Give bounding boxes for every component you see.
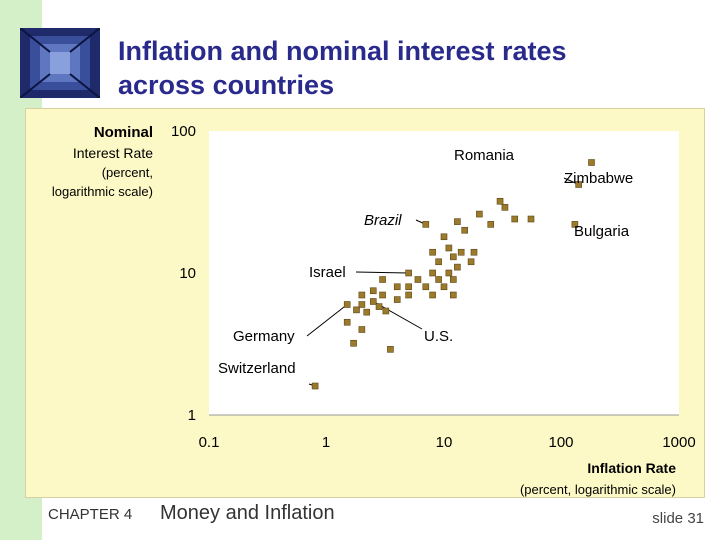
x-tick-label: 10	[436, 434, 453, 451]
annotation-romania: Romania	[454, 147, 515, 164]
x-axis-label-line1: Inflation Rate	[587, 460, 676, 476]
annotation-brazil: Brazil	[364, 212, 402, 229]
data-point	[496, 197, 504, 205]
data-point	[414, 276, 422, 283]
data-point	[445, 269, 453, 277]
data-point	[501, 204, 509, 211]
data-point	[487, 221, 495, 228]
data-point	[588, 159, 595, 166]
annotation-israel: Israel	[309, 264, 346, 281]
slide-title: Inflation and nominal interest rates acr…	[118, 34, 698, 102]
data-point	[454, 218, 461, 225]
data-point	[571, 221, 579, 228]
data-point	[450, 276, 457, 283]
annotation-leader-line	[306, 304, 348, 337]
data-point	[450, 291, 457, 299]
data-point	[429, 248, 436, 256]
data-point	[405, 269, 412, 277]
y-tick-label: 1	[188, 407, 196, 424]
data-point	[450, 253, 457, 261]
data-point	[470, 248, 478, 256]
data-point	[405, 291, 412, 299]
data-point	[343, 301, 351, 308]
data-point	[435, 258, 442, 266]
data-point	[350, 339, 357, 347]
data-point	[429, 291, 436, 299]
annotation-germany: Germany	[233, 328, 295, 345]
data-point	[422, 221, 430, 228]
data-point	[353, 306, 360, 314]
data-point	[429, 269, 436, 277]
slide-number: slide 31	[652, 510, 704, 527]
y-tick-label: 10	[179, 265, 196, 282]
data-point	[379, 291, 386, 299]
data-point	[445, 244, 453, 252]
data-point	[358, 326, 366, 333]
logo-icon	[20, 28, 100, 98]
data-point	[382, 307, 390, 315]
data-point	[375, 303, 383, 310]
data-point	[440, 283, 448, 291]
y-axis-label-line2: Interest Rate	[73, 145, 153, 161]
y-axis-label-line3: (percent,	[102, 165, 153, 180]
data-point	[467, 258, 475, 266]
data-point	[440, 233, 448, 241]
data-point	[363, 308, 371, 316]
data-point	[379, 276, 386, 283]
x-tick-label: 1000	[662, 434, 695, 451]
y-axis-label-line4: logarithmic scale)	[52, 184, 153, 199]
data-point	[369, 298, 377, 305]
data-point	[393, 283, 401, 291]
data-point	[405, 283, 412, 291]
y-axis-label-line1: Nominal	[94, 124, 153, 141]
annotation-switzerland: Switzerland	[218, 360, 296, 377]
chapter-title: Money and Inflation	[160, 502, 335, 524]
scatter-chart: Nominal Interest Rate (percent, logarith…	[52, 123, 696, 497]
data-point	[422, 283, 430, 291]
annotation-zimbabwe: Zimbabwe	[564, 170, 633, 187]
y-tick-label: 100	[171, 123, 196, 140]
data-point	[575, 181, 582, 188]
data-point	[461, 226, 468, 234]
slide-title-line2: across countries	[118, 70, 335, 100]
data-point	[358, 291, 366, 299]
slide-title-line1: Inflation and nominal interest rates	[118, 36, 567, 66]
data-point	[476, 210, 483, 218]
annotation-leader-line	[355, 271, 409, 274]
data-point	[369, 287, 377, 295]
data-point	[358, 301, 366, 308]
data-point	[454, 263, 461, 271]
data-point	[435, 276, 442, 283]
data-point	[387, 346, 394, 353]
x-axis-label-line2: (percent, logarithmic scale)	[520, 482, 676, 497]
data-point	[457, 248, 465, 256]
plot-area	[209, 131, 679, 415]
x-tick-label: 0.1	[199, 434, 220, 451]
data-point	[311, 382, 319, 390]
data-point	[511, 215, 519, 223]
chart-panel: Nominal Interest Rate (percent, logarith…	[25, 108, 705, 498]
data-point	[393, 296, 401, 303]
x-tick-label: 100	[548, 434, 573, 451]
annotation-bulgaria: Bulgaria	[574, 223, 630, 240]
data-point	[343, 318, 351, 326]
data-point	[527, 215, 535, 223]
chapter-label: CHAPTER 4	[48, 506, 133, 523]
annotation-us: U.S.	[424, 328, 453, 345]
x-tick-label: 1	[322, 434, 330, 451]
